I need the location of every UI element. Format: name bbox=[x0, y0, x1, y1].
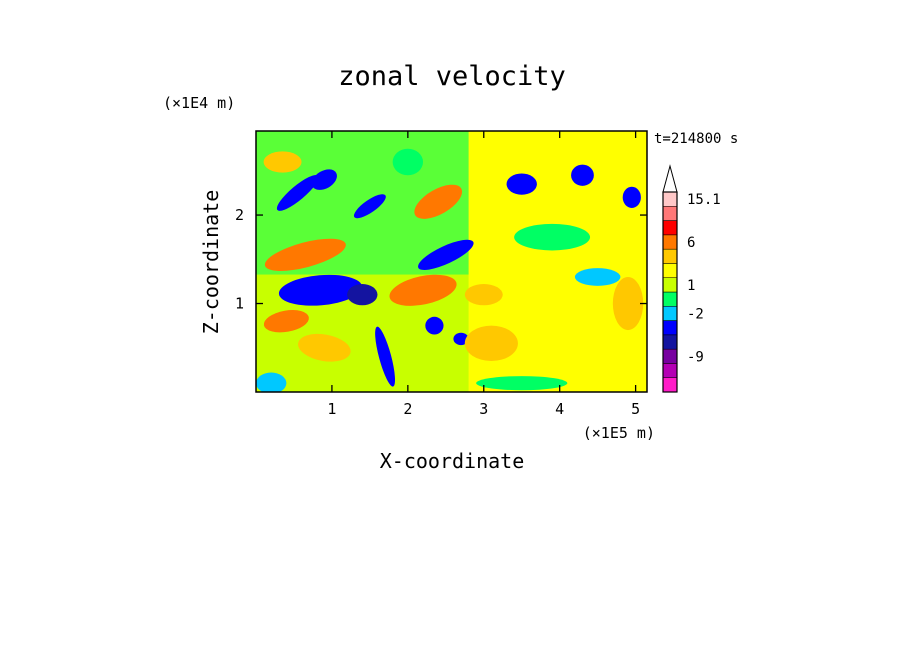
contour-feature bbox=[392, 148, 424, 176]
x-tick-label: 2 bbox=[403, 400, 412, 418]
colorbar-frame bbox=[662, 191, 678, 393]
colorbar-extend-arrow bbox=[662, 164, 678, 193]
contour-feature bbox=[298, 333, 351, 362]
contour-feature bbox=[612, 276, 644, 331]
velocity-field bbox=[256, 131, 647, 392]
contour-feature bbox=[514, 223, 591, 251]
contour-feature bbox=[256, 372, 287, 392]
contour-feature bbox=[311, 169, 337, 190]
contour-feature bbox=[476, 376, 568, 391]
x-tick-label: 4 bbox=[555, 400, 564, 418]
y-axis-label: Z-coordinate bbox=[199, 190, 223, 335]
colorbar-swatch bbox=[662, 320, 678, 336]
colorbar-label: 6 bbox=[687, 235, 695, 251]
colorbar-label: 1 bbox=[687, 278, 695, 294]
contour-feature bbox=[464, 325, 518, 362]
y-tick-label: 1 bbox=[235, 295, 244, 313]
contour-feature bbox=[574, 268, 621, 286]
colorbar-swatch bbox=[662, 291, 678, 307]
chart-title: zonal velocity bbox=[338, 61, 566, 92]
x-axis: 1 2 3 4 5 bbox=[327, 131, 640, 418]
y-tick-label: 2 bbox=[235, 206, 244, 224]
contour-feature bbox=[622, 186, 641, 208]
x-tick-label: 5 bbox=[631, 400, 640, 418]
colorbar-swatch bbox=[662, 306, 678, 321]
colorbar-swatch bbox=[662, 277, 678, 293]
contour-feature bbox=[453, 332, 469, 346]
colorbar-swatch bbox=[662, 206, 678, 221]
time-label: t=214800 s bbox=[654, 131, 738, 147]
colorbar-label: -9 bbox=[687, 349, 704, 365]
colorbar-swatch bbox=[662, 248, 678, 264]
plot-frame bbox=[255, 130, 648, 393]
x-tick-label: 3 bbox=[479, 400, 488, 418]
colorbar: -9 -2 1 6 15.1 bbox=[662, 164, 721, 393]
contour-feature bbox=[571, 164, 594, 186]
contour-feature bbox=[389, 274, 457, 306]
contour-feature bbox=[263, 310, 309, 333]
colorbar-swatch bbox=[662, 191, 678, 207]
contour-feature bbox=[536, 330, 598, 366]
x-axis-label: X-coordinate bbox=[380, 449, 525, 473]
contour-feature bbox=[414, 184, 463, 219]
colorbar-label: 15.1 bbox=[687, 192, 721, 208]
contour-feature bbox=[464, 284, 503, 306]
colorbar-swatch bbox=[662, 234, 678, 250]
contour-feature bbox=[506, 173, 537, 195]
colorbar-swatch bbox=[662, 263, 678, 278]
colorbar-label: -2 bbox=[687, 306, 704, 322]
colorbar-swatch bbox=[662, 363, 678, 378]
x-tick-label: 1 bbox=[327, 400, 336, 418]
contour-feature bbox=[347, 284, 378, 306]
x-scale-label: (×1E5 m) bbox=[583, 424, 655, 442]
colorbar-swatch bbox=[662, 220, 678, 236]
colorbar-swatch bbox=[662, 334, 678, 350]
colorbar-swatch bbox=[662, 377, 678, 393]
contour-feature bbox=[278, 274, 363, 306]
contour-feature bbox=[375, 326, 396, 387]
y-scale-label: (×1E4 m) bbox=[163, 94, 235, 112]
contour-feature bbox=[418, 239, 474, 270]
y-axis: 12 bbox=[235, 206, 647, 313]
colorbar-swatch bbox=[662, 348, 678, 364]
contour-feature bbox=[276, 175, 319, 211]
contour-feature bbox=[353, 194, 386, 219]
contour-feature bbox=[263, 151, 302, 173]
contour-feature bbox=[264, 238, 346, 271]
contour-feature bbox=[425, 316, 444, 335]
